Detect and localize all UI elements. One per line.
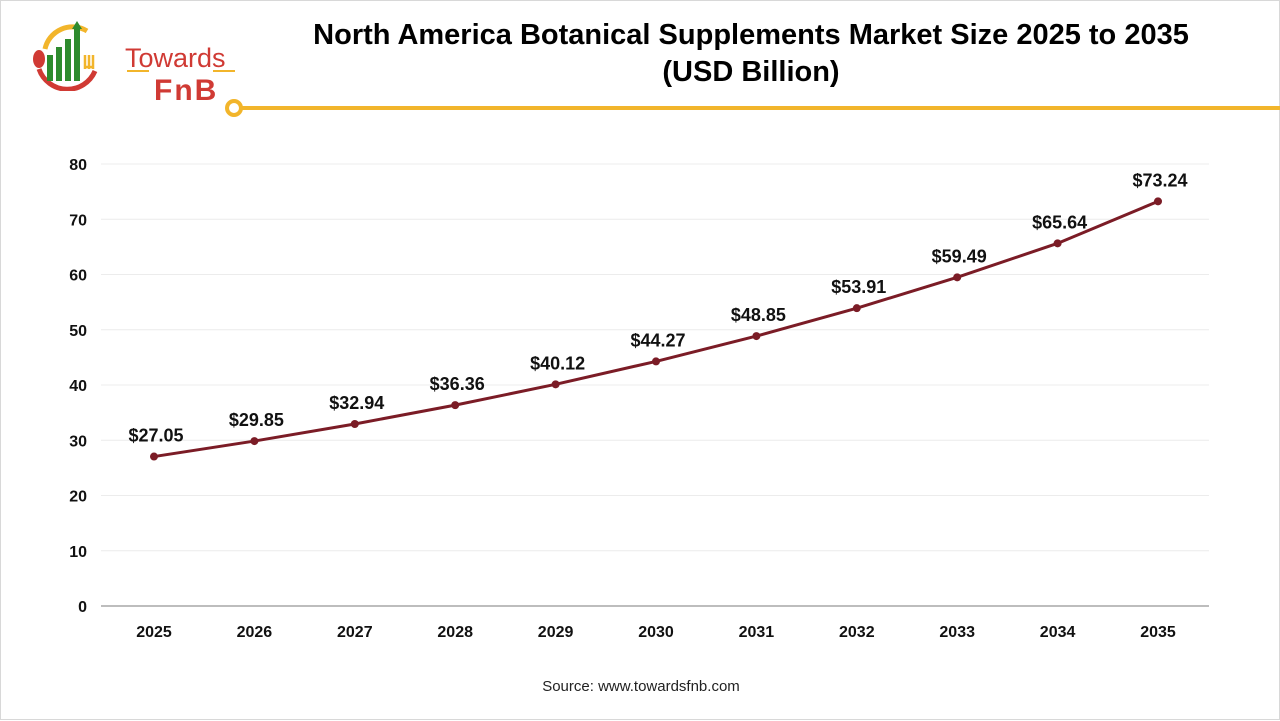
y-tick-label: 30 [69, 433, 87, 450]
y-tick-label: 50 [69, 323, 87, 340]
logo-dash-right [213, 70, 235, 72]
data-label: $73.24 [1132, 170, 1187, 190]
x-tick-label: 2035 [1140, 624, 1176, 641]
data-label: $48.85 [731, 305, 786, 325]
chart-title: North America Botanical Supplements Mark… [251, 17, 1251, 91]
data-point [652, 357, 660, 366]
y-tick-label: 0 [78, 599, 87, 616]
data-label: $53.91 [831, 277, 886, 297]
accent-line [225, 99, 1280, 117]
data-point [551, 380, 560, 389]
chart-title-line2: (USD Billion) [662, 56, 840, 88]
logo: Towards FnB [27, 19, 235, 107]
x-tick-label: 2030 [638, 624, 674, 641]
x-tick-label: 2028 [437, 624, 473, 641]
y-tick-label: 20 [69, 489, 87, 506]
data-point [451, 401, 460, 410]
y-tick-label: 80 [69, 157, 87, 174]
data-label: $59.49 [932, 246, 987, 266]
x-tick-label: 2025 [136, 624, 172, 641]
logo-dash-left [127, 70, 149, 72]
data-point [350, 420, 359, 429]
x-tick-label: 2032 [839, 624, 875, 641]
y-tick-label: 40 [69, 378, 87, 395]
x-tick-label: 2027 [337, 624, 373, 641]
x-tick-label: 2026 [237, 624, 273, 641]
data-point [1154, 197, 1162, 206]
logo-icon [33, 21, 98, 92]
y-tick-label: 70 [69, 212, 87, 229]
data-point [150, 452, 158, 461]
x-tick-label: 2029 [538, 624, 574, 641]
data-label: $40.12 [530, 353, 585, 373]
logo-text: Towards [125, 43, 226, 73]
y-tick-label: 10 [69, 544, 87, 561]
logo-subtext: FnB [154, 74, 219, 107]
x-tick-label: 2031 [739, 624, 775, 641]
data-label: $27.05 [128, 426, 183, 446]
data-label: $65.64 [1032, 212, 1087, 232]
data-label: $32.94 [329, 393, 384, 413]
series-line [153, 199, 1159, 459]
chart-title-line1: North America Botanical Supplements Mark… [313, 19, 1189, 51]
data-point [852, 304, 861, 313]
data-point [953, 273, 962, 282]
data-label: $36.36 [430, 374, 485, 394]
source-note: Source: www.towardsfnb.com [542, 678, 740, 695]
data-point [1053, 239, 1062, 248]
y-tick-label: 60 [69, 268, 87, 285]
data-point [752, 332, 761, 341]
data-label: $44.27 [630, 330, 685, 350]
data-label: $29.85 [229, 410, 284, 430]
data-point [250, 437, 259, 446]
x-tick-label: 2034 [1040, 624, 1076, 641]
x-tick-label: 2033 [939, 624, 975, 641]
